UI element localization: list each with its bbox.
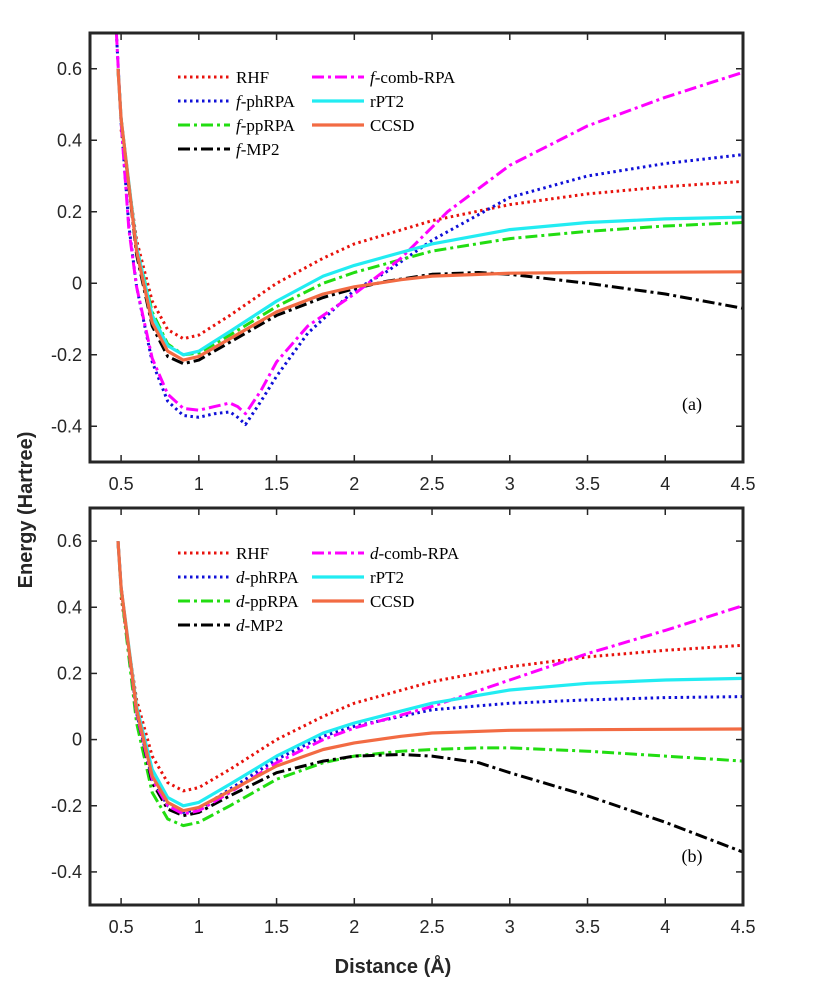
x-tick-label: 3.5 [575, 917, 600, 937]
x-tick-label: 1 [194, 917, 204, 937]
y-tick-label: 0 [72, 730, 82, 750]
series-line-d-pprpa [116, 541, 743, 828]
x-tick-label: 3 [505, 474, 515, 494]
legend-label: rPT2 [370, 92, 404, 111]
y-tick-label: 0.6 [57, 59, 82, 79]
x-tick-label: 4.5 [730, 474, 755, 494]
legend-label: RHF [236, 68, 269, 87]
x-tick-label: 2 [349, 474, 359, 494]
y-tick-label: 0.6 [57, 531, 82, 551]
legend-label: CCSD [370, 116, 414, 135]
x-tick-label: 1.5 [264, 917, 289, 937]
plot-area [114, 33, 743, 426]
x-tick-label: 1 [194, 474, 204, 494]
x-tick-label: 0.5 [109, 917, 134, 937]
axes-frame [88, 506, 745, 907]
series-line-f-comb-rpa [114, 33, 743, 416]
x-tick-label: 0.5 [109, 474, 134, 494]
y-tick-label: 0.2 [57, 202, 82, 222]
x-tick-label: 4 [660, 474, 670, 494]
y-tick-label: -0.2 [51, 796, 82, 816]
legend-label: CCSD [370, 592, 414, 611]
x-tick-label: 2.5 [420, 474, 445, 494]
legend-label: d-ppRPA [236, 592, 299, 611]
series-line-rpt2 [116, 68, 743, 357]
y-tick-label: -0.2 [51, 345, 82, 365]
y-tick-label: -0.4 [51, 862, 82, 882]
legend-label: f-comb-RPA [370, 68, 456, 87]
series-line-f-mp2 [116, 68, 743, 366]
y-axis-label: Energy (Hartree) [15, 432, 37, 589]
x-tick-label: 3.5 [575, 474, 600, 494]
series-line-ccsd [116, 540, 743, 813]
y-tick-label: 0.2 [57, 663, 82, 683]
legend-label: f-phRPA [236, 92, 296, 111]
x-tick-label: 1.5 [264, 474, 289, 494]
x-tick-label: 4 [660, 917, 670, 937]
series-line-d-mp2 [116, 540, 743, 854]
y-tick-label: -0.4 [51, 416, 82, 436]
x-tick-label: 4.5 [730, 917, 755, 937]
series-line-f-pprpa [116, 68, 743, 357]
y-tick-label: 0.4 [57, 130, 82, 150]
series-line-rpt2 [116, 540, 743, 808]
x-tick-label: 2.5 [420, 917, 445, 937]
legend-label: d-phRPA [236, 568, 299, 587]
panel-label: (a) [682, 394, 702, 415]
legend-label: d-MP2 [236, 616, 283, 635]
panel-label: (b) [682, 846, 703, 867]
legend-label: d-comb-RPA [370, 544, 460, 563]
series-line-d-phrpa [116, 540, 743, 814]
axes-frame [88, 31, 745, 464]
x-axis-label: Distance (Å) [335, 954, 452, 978]
y-tick-label: 0.4 [57, 597, 82, 617]
series-line-rhf [119, 597, 743, 793]
series-line-d-comb-rpa [116, 540, 743, 816]
series-line-rhf [119, 129, 743, 341]
legend-label: RHF [236, 544, 269, 563]
legend-label: f-MP2 [236, 140, 279, 159]
y-tick-label: 0 [72, 273, 82, 293]
legend-label: f-ppRPA [236, 116, 296, 135]
x-tick-label: 2 [349, 917, 359, 937]
legend: RHF d-phRPA d-ppRPA d-MP2 d-comb-RPA rPT2 CCSD [178, 544, 460, 635]
chart-panel-b: 0.5 1 1.5 2 2.5 3 3.5 4 4.5 -0.4 -0.2 0 0.2 0.4 0.6 RHF… [51, 506, 756, 937]
chart-panel-a: 0.5 1 1.5 2 2.5 3 3.5 4 4.5 -0.4 -0.2 0 0.2 0.4 0.6 RHF… [51, 31, 756, 494]
legend: RHF f-phRPA f-ppRPA f-MP2 f-comb-RPA rPT2 CCSD [178, 68, 456, 159]
plot-area [116, 540, 743, 854]
series-line-f-phrpa [114, 33, 743, 426]
series-line-ccsd [116, 68, 743, 362]
x-tick-label: 3 [505, 917, 515, 937]
legend-label: rPT2 [370, 568, 404, 587]
